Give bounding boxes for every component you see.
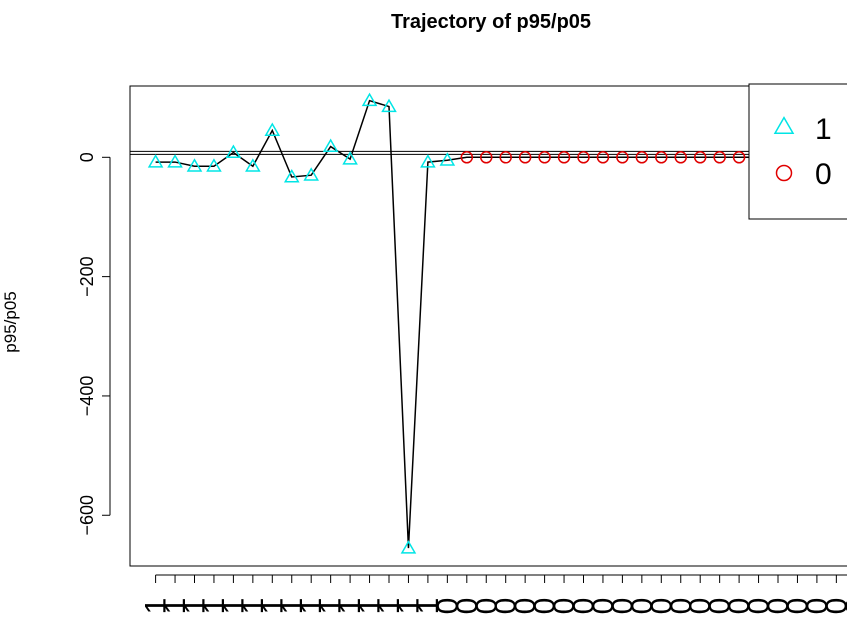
data-point-circle [538,151,551,164]
x-tick-label: 1 [237,598,270,615]
x-tick-label: 0 [451,598,484,615]
x-tick-label: 0 [801,598,834,615]
x-tick-label: 1 [295,598,328,615]
plot-area-border [129,85,847,567]
y-tick-label: −400 [77,376,97,417]
x-tick-label: 0 [820,598,847,615]
data-point-circle [655,151,668,164]
data-point-circle [596,151,610,164]
data-point-circle [557,151,571,164]
data-point-circle [674,151,687,164]
data-point-circle [518,151,532,164]
data-point-triangle [245,158,261,172]
x-tick-label: 1 [159,598,192,615]
series-connecting-line [155,99,847,549]
data-point-circle [480,151,493,164]
x-tick-label: 0 [490,598,523,615]
x-tick-label: 1 [217,598,250,615]
x-tick-label: 0 [840,598,847,615]
data-point-triangle [167,154,183,168]
series-line [155,99,847,549]
data-point-triangle [342,151,358,165]
data-markers [147,92,843,554]
x-tick-label: 0 [723,598,756,615]
x-tick-label: 0 [684,598,717,615]
x-axis: 1111111111111110000000000000000000000 [140,574,847,615]
x-tick-label: 1 [198,598,231,615]
x-tick-label: 0 [470,598,503,615]
y-tick-label: −200 [77,256,97,297]
data-point-circle [499,151,512,164]
x-tick-label: 1 [179,598,212,615]
x-tick-label: 1 [334,598,367,615]
x-tick-label: 1 [373,598,406,615]
data-point-triangle [400,540,417,554]
x-tick-label: 0 [548,598,581,615]
x-tick-label: 0 [431,598,464,615]
data-point-triangle [361,92,378,107]
data-point-triangle [303,167,319,181]
data-point-circle [577,151,590,164]
x-tick-label: 1 [392,598,425,615]
x-tick-label: 0 [626,598,659,615]
x-tick-label: 0 [587,598,620,615]
y-axis-label: p95/p05 [1,291,20,352]
chart-title: Trajectory of p95/p05 [391,11,591,33]
data-point-triangle [186,158,203,172]
data-point-circle [713,151,726,164]
x-tick-label: 1 [256,598,289,615]
x-tick-label: 0 [529,598,562,615]
legend-circle-icon [775,164,793,182]
data-point-triangle [147,154,164,168]
legend-label: 1 [815,113,832,146]
x-tick-label: 0 [743,598,776,615]
legend-label: 0 [815,158,832,191]
data-point-triangle [225,144,242,159]
x-tick-label: 0 [704,598,737,615]
data-point-circle [732,151,746,164]
x-tick-label: 1 [315,598,348,615]
data-point-triangle [439,152,456,166]
data-point-triangle [283,168,300,183]
data-point-triangle [381,98,397,113]
legend-box [748,83,847,220]
legend: 10 [748,83,847,220]
x-tick-label: 1 [354,598,387,615]
data-point-triangle [206,158,222,172]
data-point-circle [693,151,707,164]
data-point-triangle [322,138,339,153]
x-tick-label: 0 [645,598,678,615]
y-tick-label: −600 [77,495,97,536]
x-tick-label: 1 [412,598,445,615]
legend-triangle-icon [773,116,795,134]
x-tick-label: 1 [276,598,309,615]
x-tick-label: 0 [509,598,542,615]
y-axis: 0 −200 −400 −600 [77,152,111,536]
x-tick-label: 0 [781,598,814,615]
data-point-circle [460,151,474,164]
data-point-triangle [420,154,436,168]
y-tick-label: 0 [77,152,97,162]
data-point-circle [616,151,629,164]
x-tick-label: 0 [665,598,698,615]
x-tick-label: 0 [568,598,601,615]
data-point-circle [635,151,649,164]
x-tick-label: 1 [140,598,173,615]
data-point-triangle [264,122,281,136]
x-tick-label: 0 [762,598,795,615]
x-tick-label: 0 [606,598,639,615]
